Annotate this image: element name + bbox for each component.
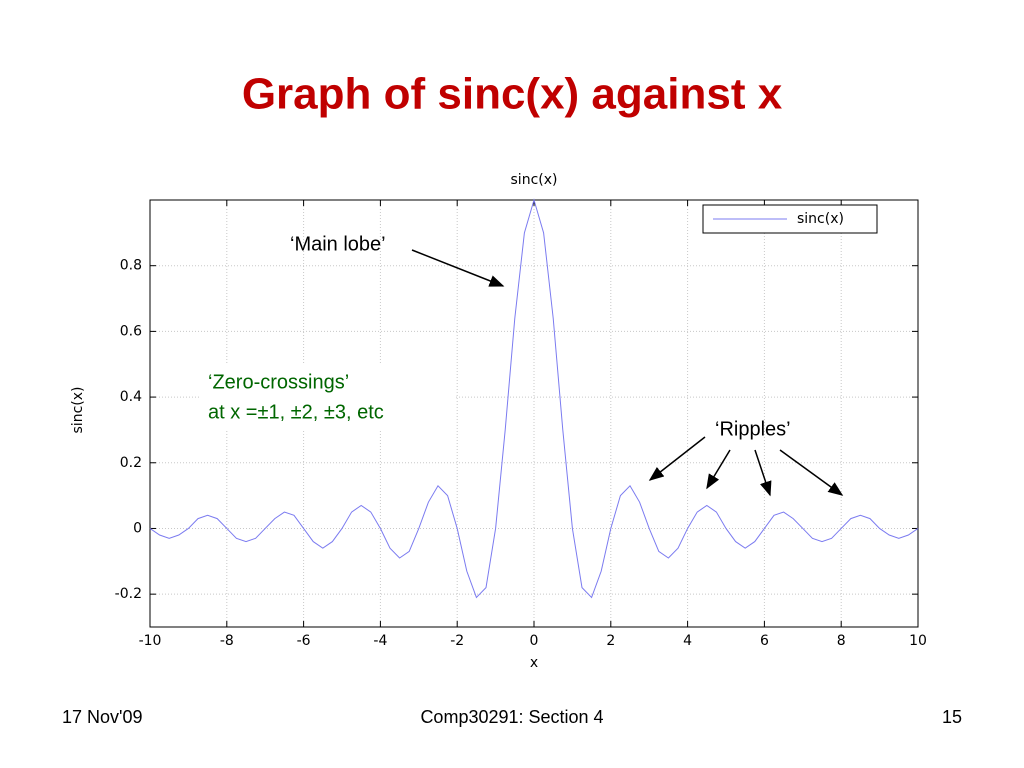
- y-tick-label: 0.6: [120, 323, 142, 339]
- x-tick-label: 6: [760, 633, 769, 649]
- footer-date: 17 Nov'09: [62, 707, 143, 727]
- annotation-arrow: [706, 449, 731, 490]
- annotation-arrow: [648, 436, 706, 481]
- x-tick-label: -6: [297, 633, 311, 649]
- annotation: ‘Main lobe’: [290, 233, 386, 255]
- annotation-arrow: [411, 249, 505, 287]
- x-tick-label: 10: [909, 633, 927, 649]
- annotation: at x =±1, ±2, ±3, etc: [208, 401, 384, 423]
- y-axis-label: sinc(x): [70, 387, 86, 434]
- x-tick-label: 2: [606, 633, 615, 649]
- x-tick-label: -4: [373, 633, 387, 649]
- y-tick-label: -0.2: [115, 586, 142, 602]
- x-axis-label: x: [530, 655, 538, 671]
- annotation: ‘Zero-crossings’: [208, 371, 349, 393]
- x-tick-label: 0: [530, 633, 539, 649]
- annotation-arrow: [754, 449, 772, 497]
- annotation: ‘Ripples’: [715, 418, 791, 440]
- x-tick-label: -2: [450, 633, 464, 649]
- y-tick-label: 0.8: [120, 258, 142, 274]
- slide-title: Graph of sinc(x) against x: [242, 70, 783, 119]
- annotation-arrow: [779, 449, 844, 496]
- footer-page: 15: [942, 707, 962, 727]
- plot: -10 -8 -6 -4 -2 0 2 4 6 8 10 -0.2 0 0.2 0.4 0.6 0.8 sinc(…: [70, 172, 927, 671]
- x-tick-label: 4: [683, 633, 692, 649]
- x-tick-label: -8: [220, 633, 234, 649]
- y-tick-label: 0.4: [120, 389, 142, 405]
- chart-title: sinc(x): [511, 172, 558, 188]
- footer-course: Comp30291: Section 4: [420, 707, 603, 727]
- series-line: [149, 198, 919, 599]
- y-tick-label: 0: [133, 520, 142, 536]
- legend-label: sinc(x): [797, 211, 844, 227]
- annotation-bg: [200, 365, 455, 431]
- x-tick-label: 8: [837, 633, 846, 649]
- x-tick-label: -10: [139, 633, 162, 649]
- y-tick-label: 0.2: [120, 455, 142, 471]
